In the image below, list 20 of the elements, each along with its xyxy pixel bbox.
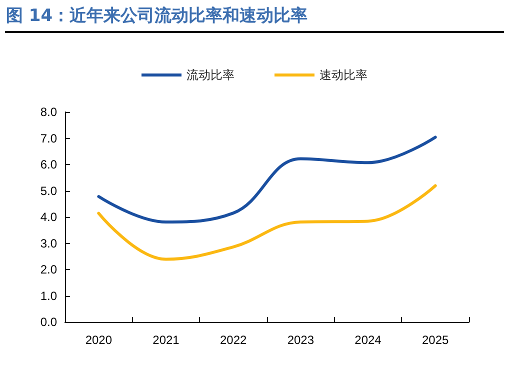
- y-tick-label: 1.0: [40, 288, 58, 303]
- y-tick-label: 8.0: [40, 105, 58, 119]
- line-series: [97, 136, 437, 224]
- y-tick-label: 0.0: [40, 315, 58, 329]
- x-tick-label: 2024: [354, 333, 382, 347]
- x-tick-label: 2021: [152, 333, 180, 347]
- x-tick-label: 2022: [220, 333, 248, 347]
- x-tick-label: 2020: [85, 333, 112, 347]
- line-series: [97, 184, 437, 261]
- legend-label: 流动比率: [186, 68, 234, 82]
- y-tick-label: 4.0: [40, 210, 58, 224]
- y-tick-label: 6.0: [40, 158, 58, 172]
- y-tick-label: 3.0: [40, 236, 58, 250]
- y-tick-label: 7.0: [40, 131, 58, 146]
- legend-label: 速动比率: [320, 68, 368, 82]
- y-tick-label: 5.0: [40, 184, 58, 198]
- x-tick-label: 2025: [422, 333, 450, 347]
- x-tick-label: 2023: [287, 333, 314, 347]
- chart-title: 图 14：近年来公司流动比率和速动比率: [6, 5, 308, 27]
- y-tick-label: 2.0: [40, 262, 58, 276]
